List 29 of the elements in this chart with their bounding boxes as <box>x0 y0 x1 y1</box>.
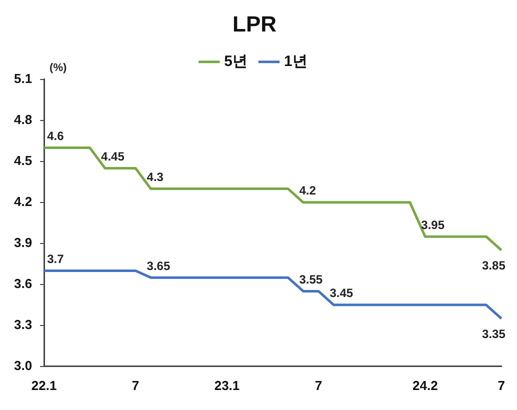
data-label: 4.3 <box>146 170 164 184</box>
legend-label: 1년 <box>284 53 308 70</box>
x-tick-label: 23.1 <box>214 378 240 393</box>
data-label: 3.95 <box>421 218 445 232</box>
legend-label: 5년 <box>224 53 248 70</box>
data-label: 3.7 <box>47 252 64 266</box>
x-tick-label: 7 <box>314 378 322 393</box>
y-tick-label: 3.6 <box>14 276 32 291</box>
data-label: 3.45 <box>330 286 354 300</box>
data-label: 3.35 <box>482 326 506 341</box>
y-axis-title: (%) <box>50 62 67 74</box>
data-label: 4.2 <box>299 184 316 198</box>
y-tick-label: 5.1 <box>14 70 32 86</box>
y-tick-label: 3.9 <box>14 234 32 250</box>
x-tick-label: 7 <box>498 378 505 393</box>
x-tick-label: 24.2 <box>412 378 438 393</box>
y-tick-label: 4.2 <box>14 194 32 209</box>
y-tick-label: 3.3 <box>14 316 32 332</box>
y-tick-label: 4.8 <box>14 112 32 127</box>
data-label: 4.45 <box>101 150 125 164</box>
data-label: 3.65 <box>146 258 170 273</box>
chart-title: LPR <box>232 11 277 36</box>
data-label: 3.55 <box>299 272 323 287</box>
x-tick-label: 7 <box>132 378 140 393</box>
data-label: 4.6 <box>47 129 64 144</box>
y-tick-label: 4.5 <box>14 152 32 168</box>
x-tick-label: 22.1 <box>31 378 57 393</box>
data-label: 3.85 <box>482 258 506 273</box>
y-tick-label: 3.0 <box>14 358 32 373</box>
